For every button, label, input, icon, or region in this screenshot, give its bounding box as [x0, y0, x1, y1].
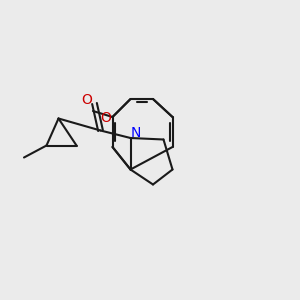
Text: O: O — [100, 112, 111, 125]
Text: N: N — [131, 127, 141, 140]
Text: O: O — [82, 94, 92, 107]
